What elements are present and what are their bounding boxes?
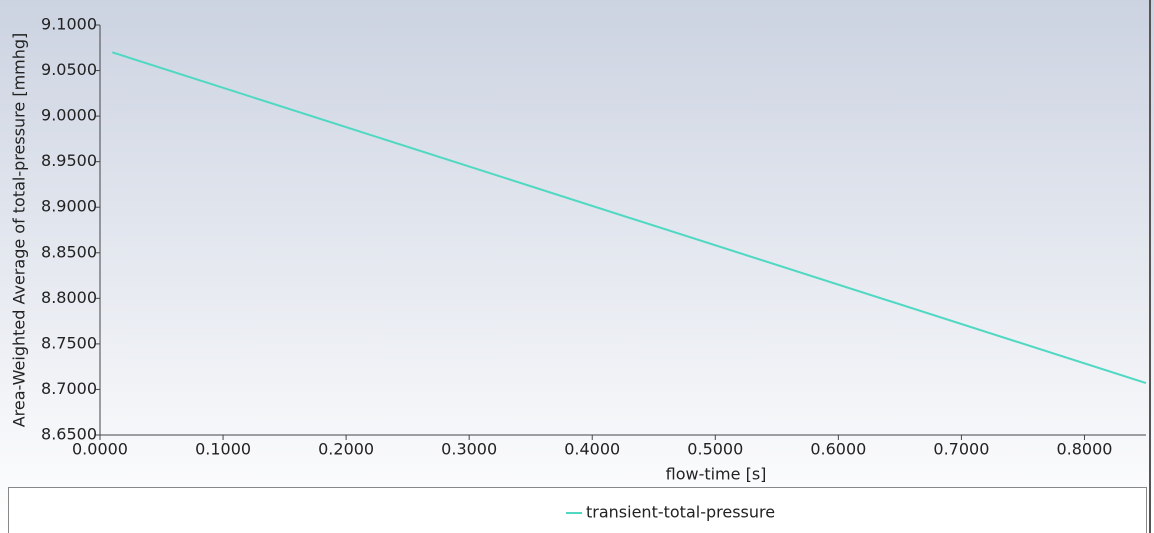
x-tick-label: 0.5000	[687, 440, 743, 459]
legend-label: transient-total-pressure	[586, 503, 775, 522]
data-line	[112, 51, 1147, 385]
y-tick-label: 8.7000	[41, 379, 97, 398]
x-tick-label: 0.1000	[195, 440, 251, 459]
x-tick-label: 0.8000	[1056, 440, 1112, 459]
legend-box	[8, 487, 1147, 533]
y-tick-label: 8.9500	[41, 151, 97, 170]
x-tick-label: 0.3000	[441, 440, 497, 459]
y-tick-label: 9.0000	[41, 106, 97, 125]
y-tick-label: 8.9000	[41, 197, 97, 216]
x-tick-label: 0.7000	[933, 440, 989, 459]
x-tick-label: 0.6000	[810, 440, 866, 459]
y-tick-label: 8.8000	[41, 288, 97, 307]
y-tick-label: 8.8500	[41, 242, 97, 261]
y-tick-label: 9.1000	[41, 15, 97, 34]
y-tick-label: 9.0500	[41, 60, 97, 79]
x-tick-label: 0.0000	[72, 440, 128, 459]
x-axis-label: flow-time [s]	[666, 465, 767, 484]
y-tick-label: 8.7500	[41, 333, 97, 352]
y-axis-label: Area-Weighted Average of total-pressure …	[10, 33, 29, 428]
x-tick-label: 0.2000	[318, 440, 374, 459]
x-tick-label: 0.4000	[564, 440, 620, 459]
y-tick-label: 8.6500	[41, 425, 97, 444]
